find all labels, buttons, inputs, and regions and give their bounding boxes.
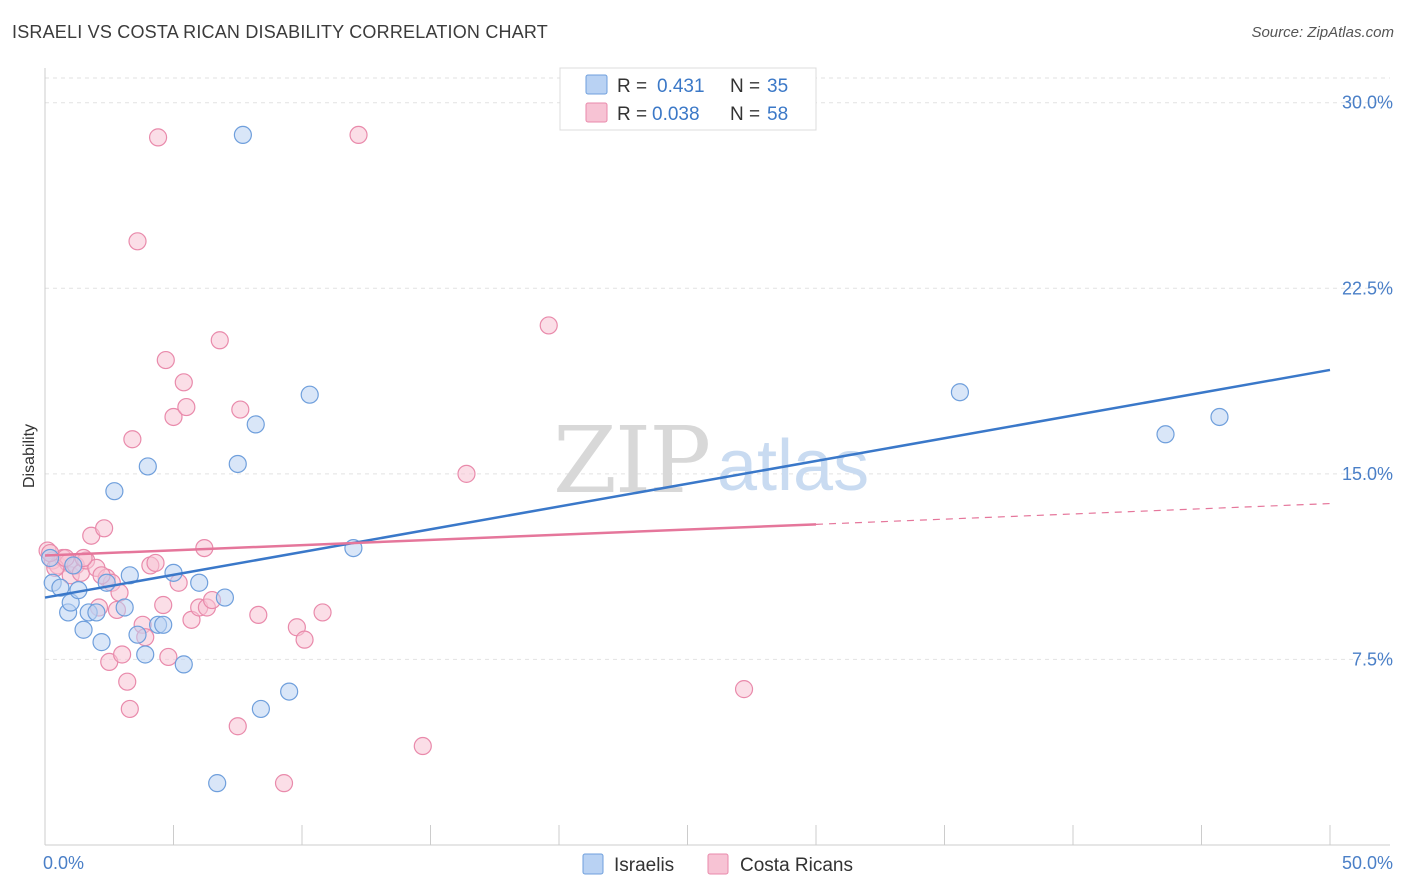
israelis-point-7	[87, 603, 106, 622]
israelis-point-34	[64, 556, 83, 575]
y-tick-label-1: 15.0%	[1342, 464, 1393, 484]
israelis-point-22	[215, 588, 234, 607]
legend-n-value-costa-ricans: 58	[767, 104, 788, 125]
bottom-legend: Israelis Costa Ricans	[582, 853, 853, 876]
costa-ricans-point-19	[118, 672, 137, 691]
israelis-point-25	[246, 415, 265, 434]
israelis-point-23	[228, 454, 247, 474]
watermark-zip: ZIP	[553, 407, 709, 514]
y-tick-label-2: 22.5%	[1342, 278, 1393, 298]
israelis-point-28	[300, 385, 319, 404]
costa-ricans-point-18	[112, 645, 132, 664]
legend-swatch-israelis	[585, 74, 608, 95]
grid-lines	[45, 77, 1390, 660]
israelis-point-31	[1156, 425, 1175, 444]
costa-ricans-point-34	[177, 397, 196, 417]
costa-ricans-point-21	[123, 430, 142, 449]
legend-n-value-israelis: 35	[767, 76, 788, 97]
y-tick-labels: 7.5% 15.0% 22.5% 30.0%	[1342, 93, 1393, 670]
israelis-point-14	[136, 645, 155, 664]
legend-r-value-costa-ricans: 0.038	[652, 104, 700, 125]
costa-ricans-point-40	[210, 331, 229, 350]
costa-ricans-point-48	[349, 125, 368, 145]
axes	[44, 68, 1390, 846]
costa-ricans-point-20	[120, 699, 139, 719]
watermark: ZIP atlas	[553, 407, 869, 514]
israelis-point-21	[208, 774, 227, 793]
y-axis-label: Disability	[21, 424, 38, 488]
israelis-point-13	[128, 625, 147, 644]
trend-lines	[44, 368, 1331, 599]
bottom-legend-swatch-israelis	[582, 853, 604, 875]
israelis-point-10	[105, 482, 124, 501]
israelis-point-32	[1210, 407, 1229, 427]
israelis-trend-line	[44, 368, 1331, 599]
costa-ricans-point-22	[128, 232, 147, 251]
israelis-point-15	[138, 457, 157, 476]
source-label: Source: ZipAtlas.com	[1251, 24, 1394, 41]
legend-r-value-israelis: 0.431	[657, 76, 705, 97]
legend-r-label-israelis: R =	[617, 76, 647, 97]
top-legend: R = 0.431 N = 35 R = 0.038 N = 58	[559, 67, 817, 131]
costa-ricans-point-44	[274, 774, 294, 793]
israelis-point-19	[174, 655, 193, 674]
costa-ricans-trend-line-extension	[815, 502, 1331, 525]
costa-ricans-point-31	[164, 407, 183, 427]
costa-ricans-point-52	[734, 680, 754, 699]
costa-ricans-point-26	[146, 553, 165, 573]
israelis-point-8	[92, 633, 111, 652]
bottom-legend-israelis: Israelis	[614, 855, 674, 876]
y-tick-label-3: 30.0%	[1342, 93, 1393, 113]
costa-ricans-point-41	[228, 717, 247, 736]
y-tick-label-0: 7.5%	[1352, 649, 1393, 669]
legend-swatch-costa-ricans	[585, 102, 608, 123]
legend-n-label-israelis: N =	[730, 76, 760, 97]
costa-ricans-point-29	[156, 350, 175, 370]
costa-ricans-point-30	[159, 647, 178, 667]
israelis-point-17	[154, 615, 173, 634]
legend-r-label-costa-ricans: R =	[617, 104, 647, 125]
costa-ricans-point-50	[457, 464, 476, 483]
costa-ricans-point-47	[313, 603, 332, 622]
costa-ricans-point-28	[154, 595, 173, 615]
israelis-point-26	[251, 699, 270, 719]
bottom-legend-swatch-costa-ricans	[707, 853, 729, 875]
bottom-legend-costa-ricans: Costa Ricans	[740, 855, 853, 876]
israelis-point-11	[115, 598, 134, 617]
israelis-point-33	[41, 548, 60, 568]
legend-n-label-costa-ricans: N =	[730, 104, 760, 125]
israelis-point-20	[190, 573, 209, 592]
israelis-point-1	[51, 578, 70, 597]
costa-ricans-point-42	[231, 400, 250, 419]
costa-ricans-point-43	[249, 605, 268, 625]
israelis-point-24	[233, 125, 252, 145]
costa-ricans-point-51	[539, 316, 558, 335]
costa-ricans-point-27	[148, 128, 168, 147]
series-israelis-points	[41, 125, 1229, 793]
israelis-point-5	[74, 620, 93, 639]
israelis-point-27	[280, 682, 299, 701]
costa-ricans-trend-line	[44, 523, 817, 557]
chart-title: ISRAELI VS COSTA RICAN DISABILITY CORREL…	[12, 22, 548, 42]
x-tick-labels: 0.0% 50.0%	[43, 853, 1393, 873]
x-tick-label-0: 0.0%	[43, 853, 84, 873]
israelis-point-30	[950, 383, 970, 402]
x-tick-label-1: 50.0%	[1342, 853, 1393, 873]
costa-ricans-point-12	[95, 519, 114, 538]
costa-ricans-point-46	[295, 630, 314, 649]
costa-ricans-point-33	[174, 373, 193, 392]
costa-ricans-point-49	[413, 736, 432, 756]
